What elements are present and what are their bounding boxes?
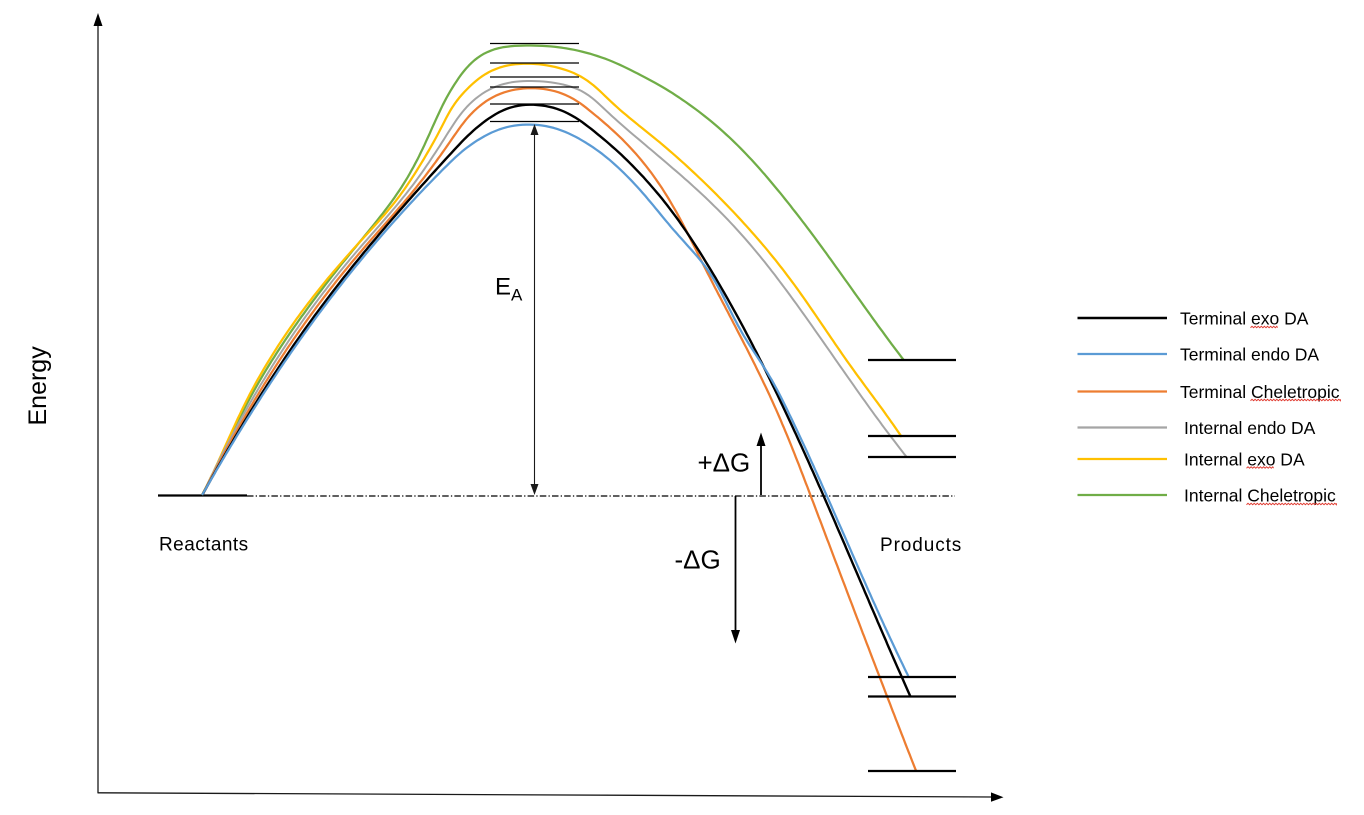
svg-text:Internal Cheletropic: Internal Cheletropic xyxy=(1184,486,1336,506)
svg-text:+ΔG: +ΔG xyxy=(698,448,751,478)
svg-text:Terminal Cheletropic: Terminal Cheletropic xyxy=(1180,382,1340,402)
svg-text:Internal exo DA: Internal exo DA xyxy=(1184,450,1305,470)
svg-text:Terminal exo DA: Terminal exo DA xyxy=(1180,309,1309,329)
svg-text:Internal endo DA: Internal endo DA xyxy=(1184,418,1316,438)
svg-text:Terminal endo DA: Terminal endo DA xyxy=(1180,345,1319,365)
svg-text:Reactants: Reactants xyxy=(159,535,249,556)
svg-text:-ΔG: -ΔG xyxy=(675,545,721,575)
svg-text:Products: Products xyxy=(880,535,962,556)
svg-text:Energy: Energy xyxy=(24,346,52,426)
